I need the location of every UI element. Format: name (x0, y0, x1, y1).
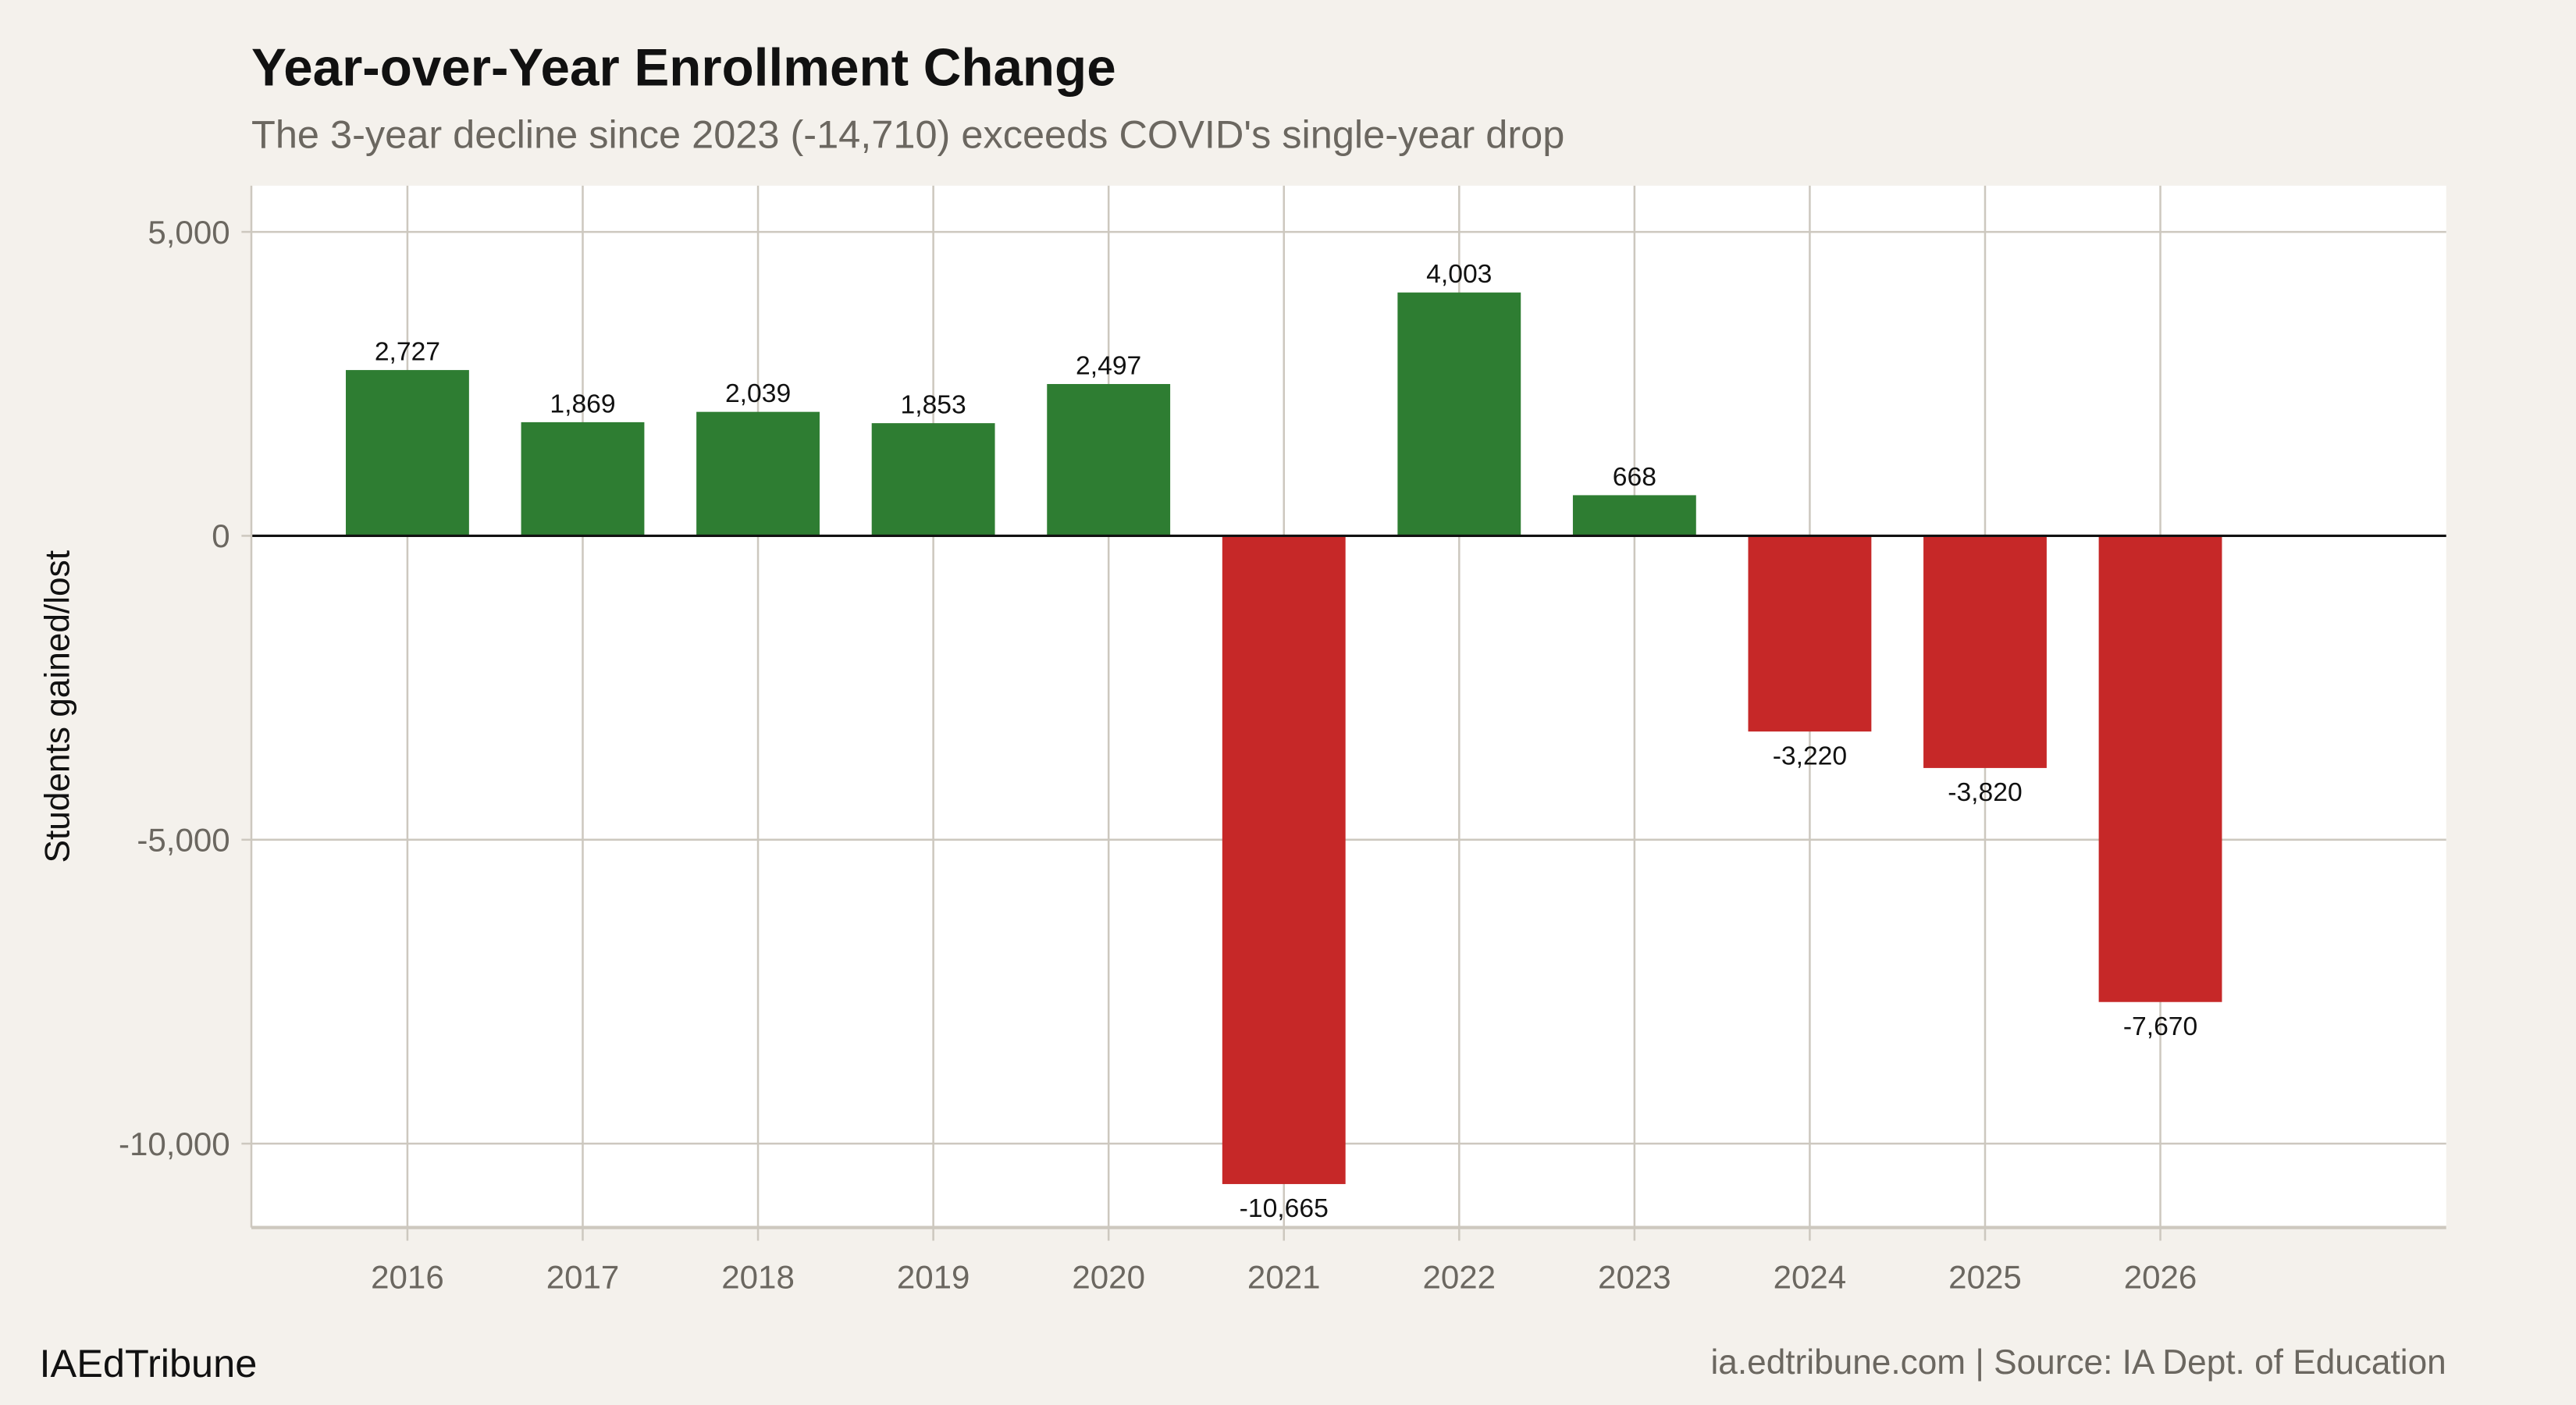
bars (346, 292, 2222, 1184)
x-tick-label: 2022 (1423, 1259, 1496, 1296)
bar-2019 (871, 423, 995, 536)
data-label: 2,039 (725, 379, 791, 408)
y-axis-label: Students gained/lost (38, 550, 76, 863)
x-tick-label: 2023 (1598, 1259, 1671, 1296)
chart-subtitle: The 3-year decline since 2023 (-14,710) … (251, 112, 1564, 156)
y-tick-label: -5,000 (137, 822, 229, 859)
chart-title: Year-over-Year Enrollment Change (251, 38, 1116, 97)
x-tick-label: 2021 (1247, 1259, 1321, 1296)
x-tick-label: 2019 (897, 1259, 970, 1296)
data-label: 1,853 (901, 391, 966, 420)
data-label: 1,869 (550, 389, 615, 418)
bar-2020 (1047, 383, 1171, 536)
data-label: 2,497 (1076, 351, 1141, 380)
plot-panel (251, 185, 2446, 1228)
footer-source: ia.edtribune.com | Source: IA Dept. of E… (1710, 1343, 2446, 1382)
data-label: -3,820 (1948, 778, 2022, 807)
bar-2026 (2098, 535, 2222, 1002)
gridlines (251, 185, 2446, 1241)
bar-2018 (696, 411, 820, 536)
x-tick-label: 2024 (1774, 1259, 1847, 1296)
data-label: 2,727 (375, 337, 440, 366)
data-label: 668 (1613, 463, 1656, 492)
bar-2024 (1748, 535, 1872, 732)
y-tick-label: 0 (212, 518, 229, 554)
x-tick-label: 2017 (546, 1259, 620, 1296)
y-tick-label: 5,000 (148, 214, 229, 251)
data-label: -10,665 (1240, 1194, 1329, 1223)
bar-2025 (1923, 535, 2047, 768)
y-tick-label: -10,000 (119, 1126, 230, 1162)
x-tick-label: 2026 (2124, 1259, 2197, 1296)
data-label: -3,220 (1773, 742, 1847, 770)
bar-2022 (1397, 292, 1521, 536)
x-tick-label: 2016 (371, 1259, 444, 1296)
data-label: 4,003 (1426, 260, 1492, 289)
x-tick-label: 2020 (1072, 1259, 1145, 1296)
bar-2017 (521, 422, 645, 536)
bar-2016 (346, 370, 469, 536)
data-labels: 2,727 1,869 2,039 1,853 2,497 -10,665 4,003 668… (375, 260, 2197, 1223)
axes: 5,000 0 -5,000 -10,000 2016 2017 2018 2019 2020 2… (119, 185, 2446, 1296)
bar-2021 (1222, 535, 1346, 1184)
x-tick-label: 2018 (721, 1259, 795, 1296)
x-tick-label: 2025 (1948, 1259, 2022, 1296)
bar-2023 (1572, 495, 1696, 536)
data-label: -7,670 (2123, 1012, 2197, 1041)
footer-brand: IAEdTribune (40, 1341, 258, 1385)
